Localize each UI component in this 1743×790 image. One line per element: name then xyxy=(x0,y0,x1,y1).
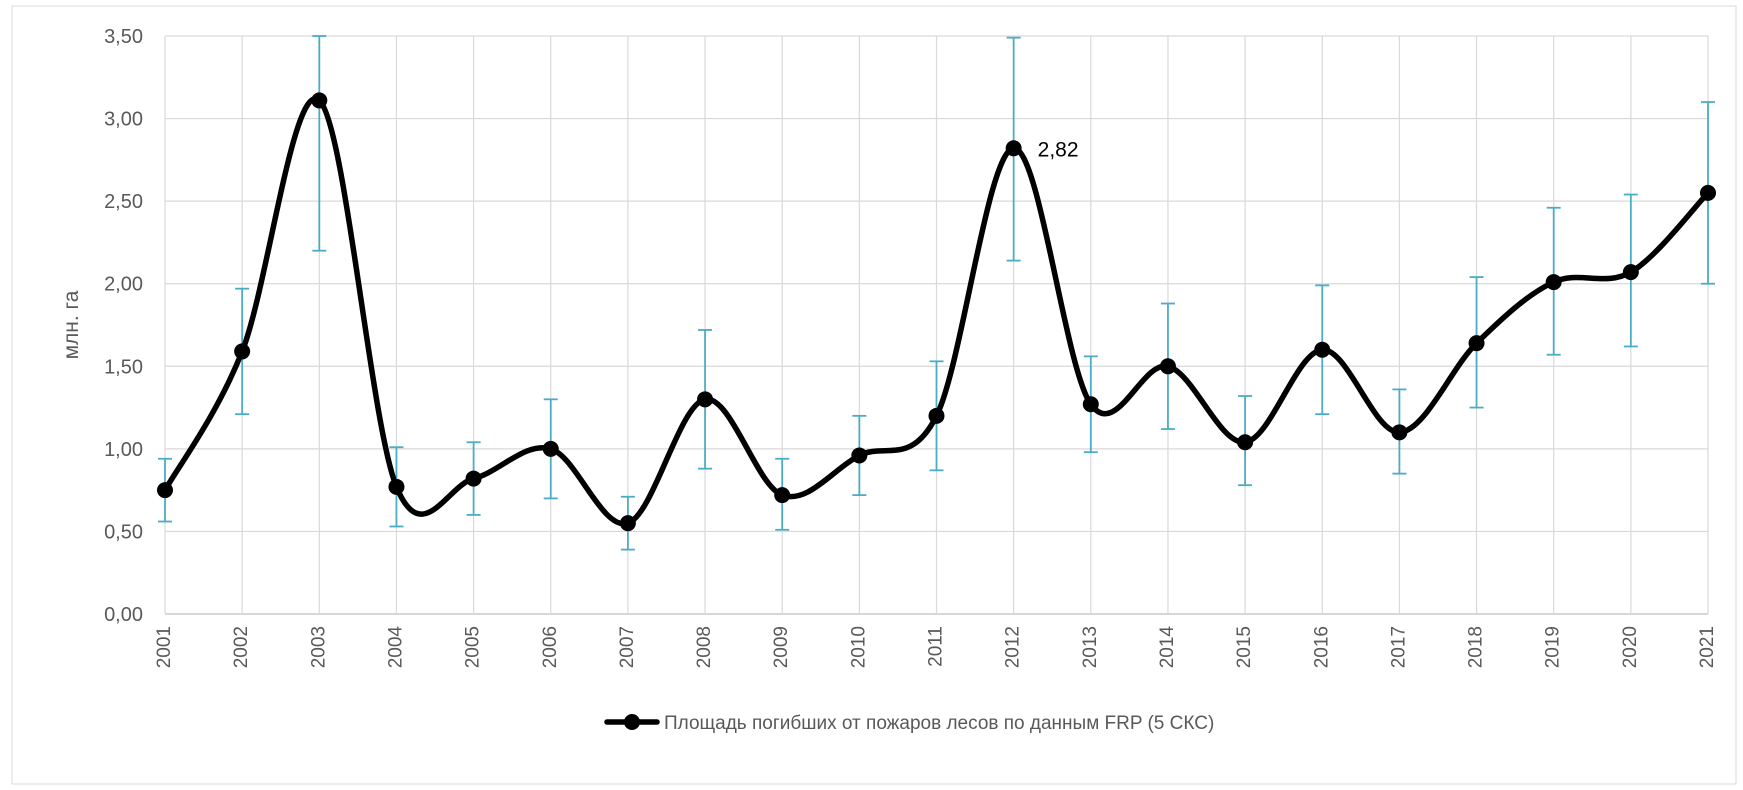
data-point-2018 xyxy=(1468,335,1485,352)
data-labels: 2,82 xyxy=(1038,138,1079,161)
x-tick-label: 2010 xyxy=(848,626,869,668)
x-tick-label: 2012 xyxy=(1003,626,1024,668)
y-axis-ticks: 0,00 0,50 1,00 1,50 2,00 2,50 3,00 3,50 xyxy=(104,26,143,626)
x-tick-label: 2001 xyxy=(154,626,175,668)
data-point-2015 xyxy=(1237,434,1254,451)
data-point-2010 xyxy=(851,447,868,464)
y-tick-label: 2,00 xyxy=(104,274,143,296)
x-tick-label: 2020 xyxy=(1620,626,1641,668)
y-tick-label: 0,00 xyxy=(104,604,143,626)
data-point-2013 xyxy=(1082,396,1099,413)
legend-entry-label: Площадь погибших от пожаров лесов по дан… xyxy=(664,713,1214,734)
data-point-2019 xyxy=(1545,274,1562,291)
x-tick-label: 2017 xyxy=(1388,626,1409,668)
legend: Площадь погибших от пожаров лесов по дан… xyxy=(604,713,1214,734)
y-tick-label: 3,50 xyxy=(104,26,143,48)
data-points xyxy=(157,92,1716,532)
x-tick-label: 2004 xyxy=(385,626,406,669)
y-tick-label: 1,00 xyxy=(104,439,143,461)
data-point-2003 xyxy=(311,92,328,109)
y-tick-label: 0,50 xyxy=(104,521,143,543)
x-tick-label: 2006 xyxy=(540,626,561,668)
x-tick-label: 2013 xyxy=(1080,626,1101,668)
y-tick-label: 1,50 xyxy=(104,356,143,378)
x-tick-label: 2019 xyxy=(1543,626,1564,668)
chart-frame xyxy=(11,5,1737,785)
data-point-2008 xyxy=(697,391,714,408)
x-tick-label: 2008 xyxy=(694,626,715,668)
data-point-2001 xyxy=(157,482,173,499)
x-tick-label: 2005 xyxy=(463,626,484,668)
x-tick-label: 2009 xyxy=(771,626,792,668)
data-point-2009 xyxy=(774,487,791,504)
x-axis-ticks: 2001 2002 2003 2004 2005 2006 2007 2008 2009 2010… xyxy=(154,626,1718,669)
data-label-2012: 2,82 xyxy=(1038,138,1079,161)
x-tick-label: 2021 xyxy=(1697,626,1718,668)
data-point-2012 xyxy=(1005,140,1022,157)
y-axis-label: млн. га xyxy=(60,290,83,359)
y-tick-label: 3,00 xyxy=(104,109,143,131)
data-point-2016 xyxy=(1314,341,1331,358)
data-point-2011 xyxy=(928,407,945,424)
legend-marker-swatch xyxy=(624,714,640,730)
data-point-2004 xyxy=(388,478,405,495)
data-point-2005 xyxy=(465,470,482,487)
x-tick-label: 2007 xyxy=(617,626,638,668)
x-tick-label: 2011 xyxy=(926,626,947,667)
data-point-2020 xyxy=(1622,264,1639,281)
y-tick-label: 2,50 xyxy=(104,191,143,213)
error-bar-2003 xyxy=(312,35,327,252)
x-tick-label: 2003 xyxy=(308,626,329,668)
data-point-2014 xyxy=(1159,358,1176,375)
data-point-2006 xyxy=(542,440,559,457)
data-point-2007 xyxy=(619,515,636,532)
x-tick-label: 2015 xyxy=(1234,626,1255,668)
x-tick-label: 2018 xyxy=(1466,626,1487,668)
x-tick-label: 2014 xyxy=(1157,626,1178,669)
data-point-2021 xyxy=(1700,184,1716,201)
data-point-2017 xyxy=(1391,424,1408,441)
data-point-2002 xyxy=(234,343,251,360)
x-tick-label: 2016 xyxy=(1311,626,1332,668)
x-tick-label: 2002 xyxy=(231,626,252,668)
